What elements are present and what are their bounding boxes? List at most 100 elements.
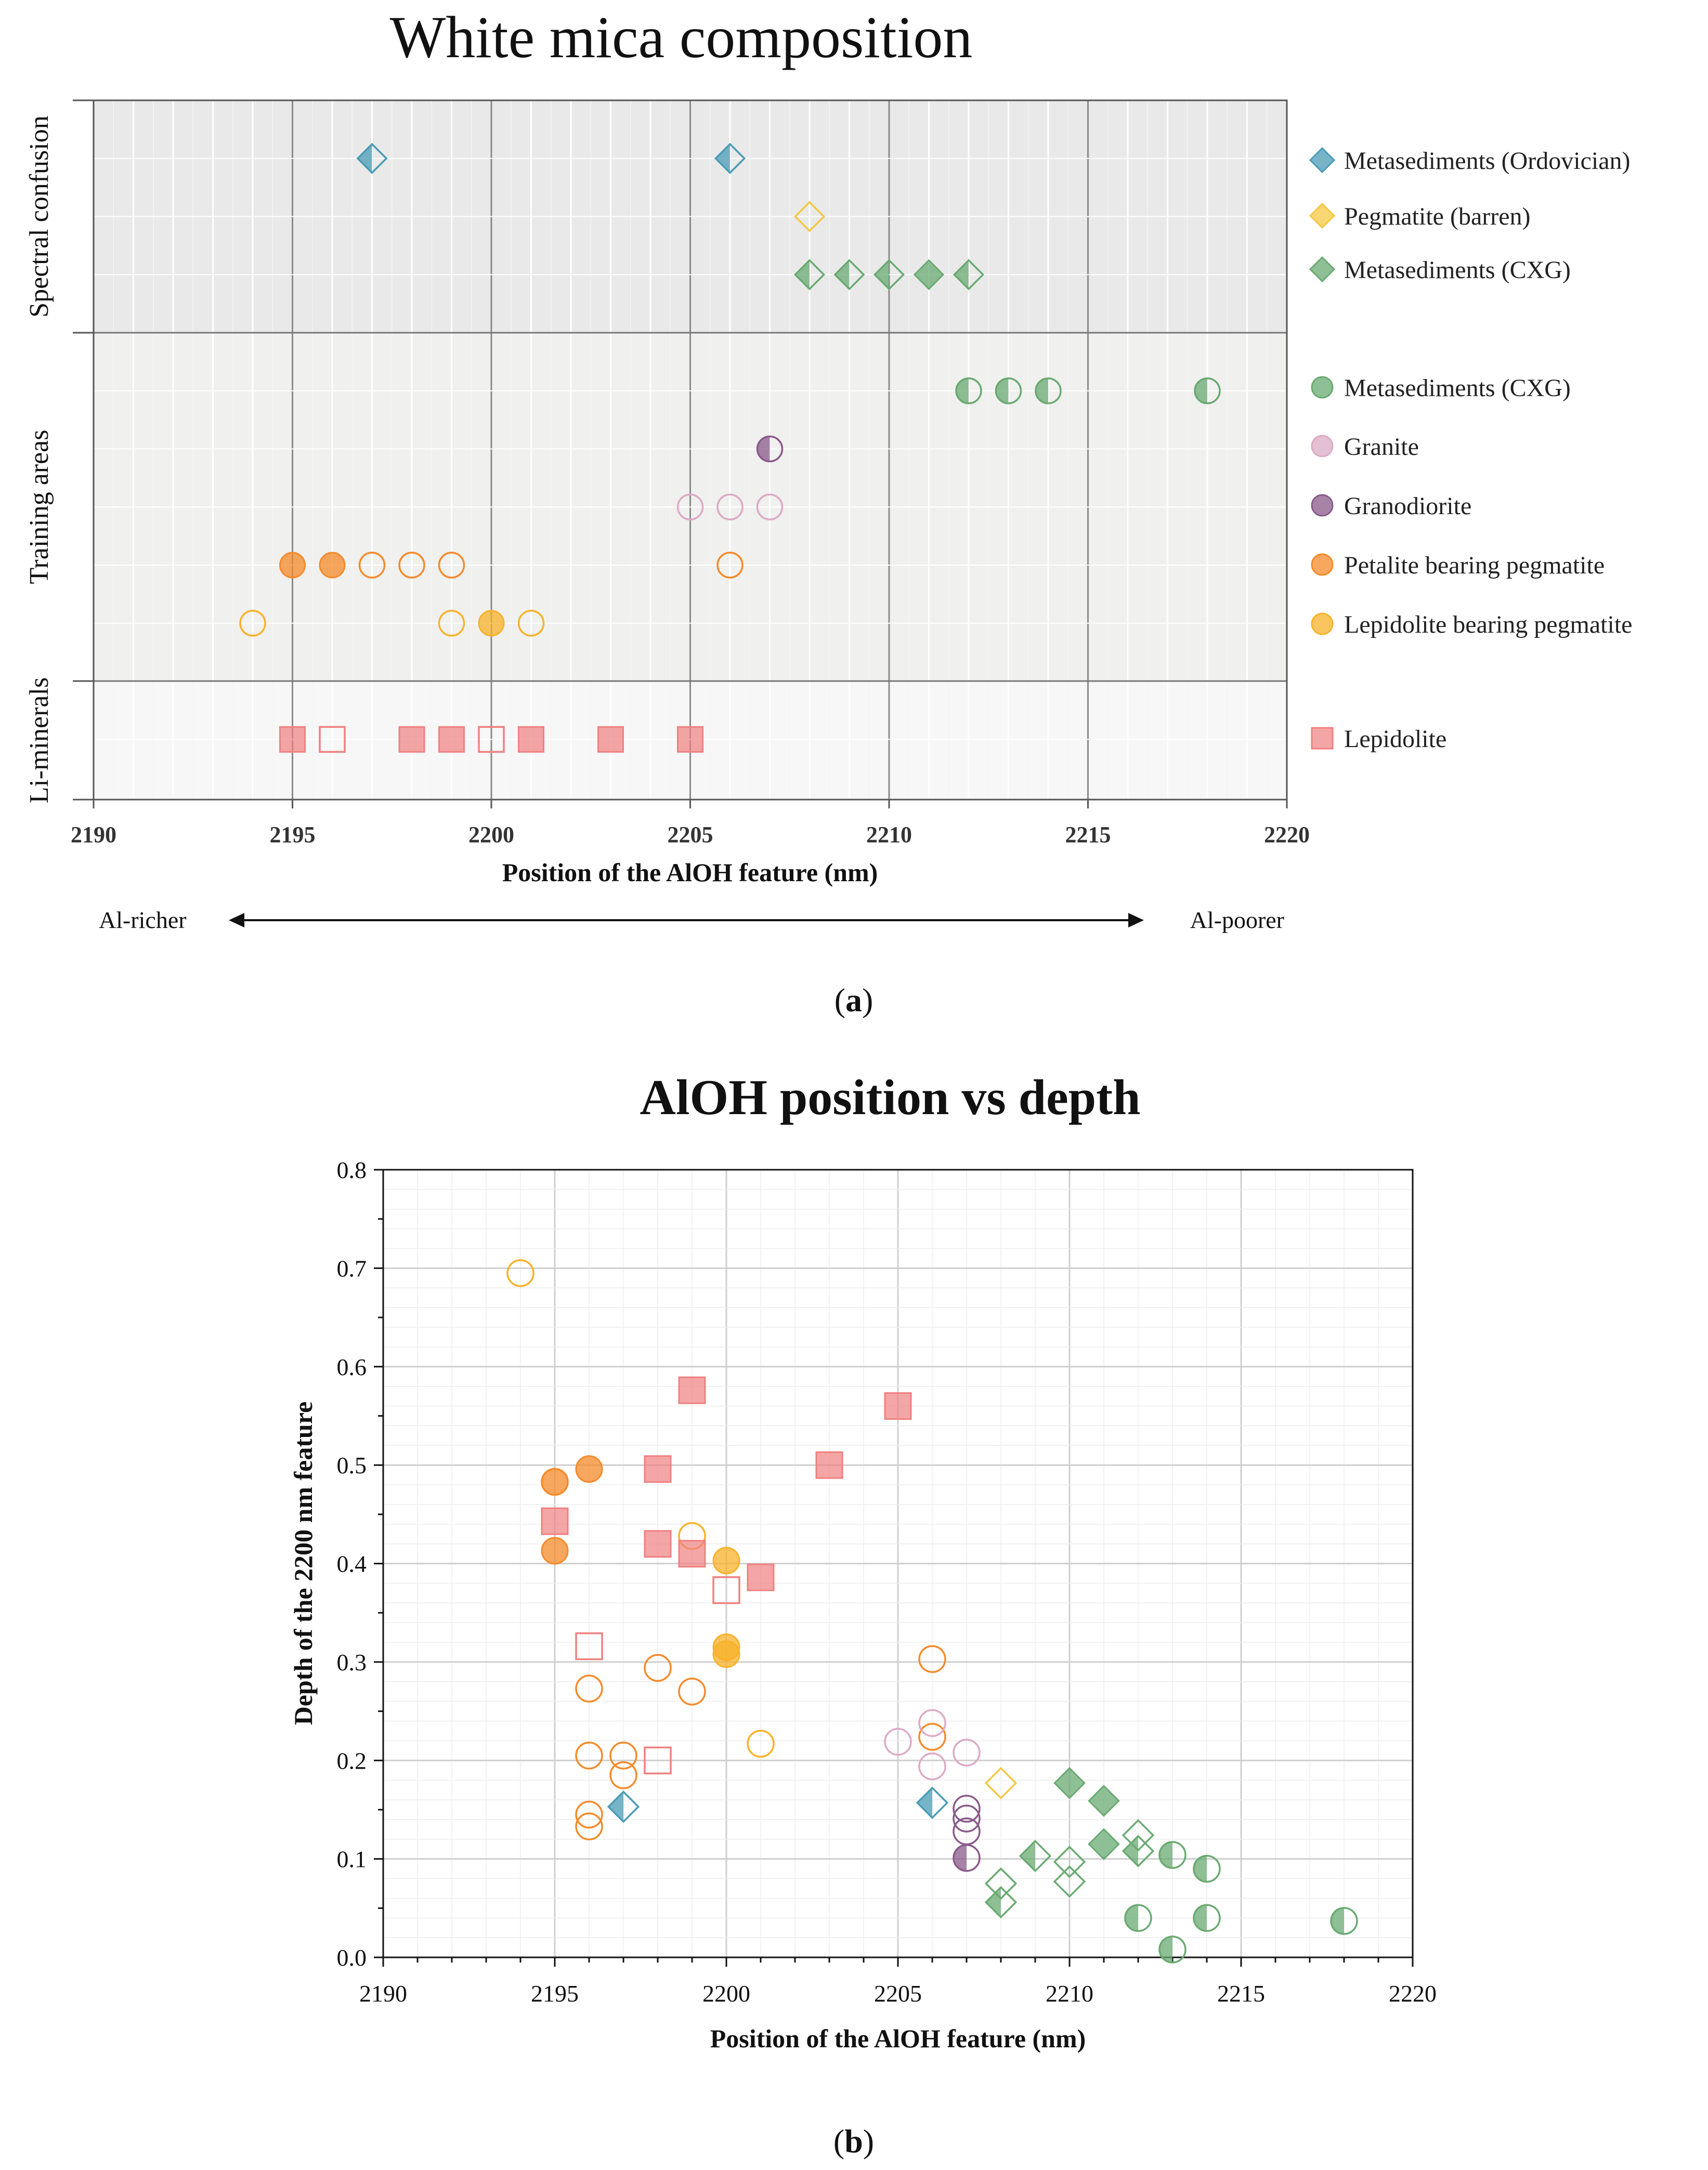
point-lepidolite-bearing-pegmatite	[747, 1730, 775, 1758]
panel-b-y-tick-labels: 0.0 0.1 0.2 0.3 0.4 0.5 0.6 0.7 0.8	[337, 1157, 367, 1971]
point-petalite-bearing-pegmatite	[358, 552, 386, 579]
panel-a-composition-chart: White mica composition Spectral confusio…	[24, 4, 1632, 1018]
point-petalite-bearing-pegmatite	[575, 1742, 603, 1770]
x-tick-label: 2215	[1065, 822, 1111, 847]
point-metasediments-ordovician	[916, 1786, 949, 1819]
point-granodiorite	[953, 1795, 981, 1823]
point-petalite-bearing-pegmatite	[575, 1455, 603, 1483]
point-lepidolite	[541, 1507, 569, 1535]
group-label-spectral-confusion: Spectral confusion	[24, 115, 54, 317]
al-richer-label: Al-richer	[99, 907, 187, 933]
point-lepidolite	[438, 726, 465, 753]
panel-a-group-labels: Spectral confusion Training areas Li-miner…	[24, 115, 54, 803]
point-lepidolite	[747, 1563, 775, 1591]
panel-a-grid	[73, 99, 1288, 808]
panel-a-caption-letter: a	[845, 982, 862, 1018]
point-granite	[953, 1738, 981, 1767]
legend-item-granodiorite: Granodiorite	[1311, 492, 1471, 520]
panel-a-legend: Metasediments (Ordovician) Pegmatite (bar…	[1309, 147, 1632, 753]
point-metasediments-ordovician	[607, 1790, 640, 1823]
point-petalite-bearing-pegmatite	[575, 1800, 603, 1829]
panel-a-title: White mica composition	[390, 4, 973, 70]
point-granite	[756, 493, 784, 520]
legend-item-metasediments-ordovician: Metasediments (Ordovician)	[1309, 147, 1631, 175]
y-tick-label: 0.3	[337, 1649, 367, 1676]
point-granite	[884, 1728, 912, 1756]
al-poorer-label: Al-poorer	[1190, 907, 1284, 933]
x-tick-label: 2190	[359, 1980, 407, 2007]
point-lepidolite	[815, 1451, 843, 1479]
point-petalite-bearing-pegmatite	[541, 1468, 569, 1496]
point-lepidolite-bearing-pegmatite	[239, 610, 266, 637]
legend-marker-pegmatite-barren	[1309, 202, 1336, 229]
point-metasediments-cxg-training	[1193, 1854, 1221, 1883]
panel-b-caption: (b)	[833, 2123, 874, 2160]
point-lepidolite	[644, 1530, 672, 1558]
legend-marker-metasediments-ordovician	[1309, 147, 1336, 174]
point-lepidolite	[575, 1632, 603, 1661]
panel-a-caption-close: )	[862, 982, 873, 1018]
x-tick-label: 2205	[874, 1980, 922, 2007]
point-lepidolite-bearing-pegmatite	[517, 610, 545, 637]
legend-label: Metasediments (CXG)	[1344, 256, 1571, 284]
point-metasediments-cxg-training	[1158, 1841, 1187, 1869]
legend-marker-metasediments-cxg	[1311, 376, 1334, 399]
x-tick-label: 2215	[1217, 1980, 1265, 2007]
point-lepidolite	[644, 1455, 672, 1483]
legend-marker-lepidolite	[1311, 727, 1334, 750]
legend-item-petalite-bearing-pegmatite: Petalite bearing pegmatite	[1311, 552, 1605, 579]
point-petalite-bearing-pegmatite	[279, 552, 306, 579]
panel-b-caption-close: )	[863, 2123, 874, 2160]
point-granodiorite	[953, 1805, 981, 1833]
point-petalite-bearing-pegmatite	[918, 1645, 946, 1673]
legend-label: Granodiorite	[1344, 492, 1471, 520]
panel-a-x-axis-title: Position of the AlOH feature (nm)	[502, 858, 878, 887]
panel-b-caption-letter: b	[844, 2123, 863, 2160]
point-granite	[918, 1709, 946, 1737]
panel-b-data-points	[506, 1259, 1358, 1964]
legend-item-metasediments-cxg: Metasediments (CXG)	[1309, 256, 1571, 284]
point-lepidolite-bearing-pegmatite	[984, 1767, 1018, 1800]
point-lepidolite-bearing-pegmatite	[506, 1259, 534, 1287]
point-petalite-bearing-pegmatite	[609, 1742, 637, 1770]
point-petalite-bearing-pegmatite	[541, 1537, 569, 1565]
al-arrow-right-head	[1128, 913, 1144, 927]
point-lepidolite	[644, 1746, 672, 1774]
y-tick-label: 0.5	[337, 1452, 367, 1479]
point-petalite-bearing-pegmatite	[609, 1761, 637, 1789]
point-petalite-bearing-pegmatite	[319, 552, 346, 579]
point-metasediments-cxg-spectral-confusion	[984, 1886, 1018, 1919]
point-granite	[676, 493, 704, 520]
x-tick-label: 2220	[1389, 1980, 1437, 2007]
point-metasediments-cxg	[955, 377, 982, 404]
point-metasediments-cxg-spectral-confusion	[1088, 1828, 1120, 1861]
point-lepidolite	[279, 726, 306, 753]
point-petalite-bearing-pegmatite	[398, 552, 425, 579]
x-tick-label: 2195	[531, 1980, 579, 2007]
y-tick-label: 0.1	[337, 1846, 367, 1873]
legend-label: Lepidolite	[1344, 725, 1446, 753]
point-petalite-bearing-pegmatite	[575, 1675, 603, 1703]
panel-b-frame	[382, 1169, 1414, 1958]
legend-label: Pegmatite (barren)	[1344, 203, 1531, 230]
point-metasediments-cxg	[1194, 377, 1221, 404]
legend-label: Lepidolite bearing pegmatite	[1344, 611, 1632, 638]
point-metasediments-cxg-spectral-confusion	[1088, 1785, 1120, 1817]
point-metasediments-cxg	[793, 259, 826, 291]
point-granite	[918, 1752, 946, 1781]
point-lepidolite	[678, 1376, 706, 1404]
point-lepidolite	[518, 726, 544, 753]
point-metasediments-cxg-training	[1193, 1904, 1221, 1932]
panel-b-x-tick-labels: 2190 2195 2200 2205 2210 2215 2220	[359, 1980, 1437, 2007]
legend-marker-granite	[1311, 435, 1334, 457]
point-metasediments-cxg	[913, 259, 945, 290]
panel-a-data-points	[239, 142, 1221, 753]
point-petalite-bearing-pegmatite	[918, 1723, 946, 1751]
al-arrow-left-head	[229, 913, 244, 927]
legend-label: Petalite bearing pegmatite	[1344, 552, 1605, 579]
point-metasediments-cxg-training	[1158, 1936, 1187, 1964]
legend-marker-petalite-bearing-pegmatite	[1311, 553, 1334, 576]
point-granodiorite	[953, 1844, 981, 1872]
point-petalite-bearing-pegmatite	[716, 552, 744, 579]
